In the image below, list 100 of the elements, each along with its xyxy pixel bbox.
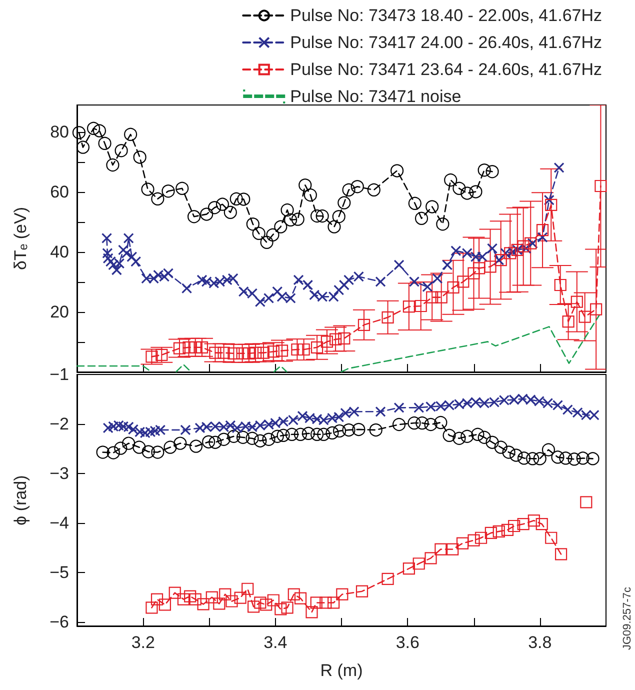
y-tick-label: −6 bbox=[50, 612, 69, 632]
point bbox=[470, 252, 482, 262]
point bbox=[134, 426, 146, 438]
point bbox=[249, 346, 262, 359]
point bbox=[267, 346, 280, 358]
point bbox=[108, 421, 119, 432]
point bbox=[479, 398, 490, 409]
point bbox=[133, 150, 146, 164]
point bbox=[486, 243, 498, 254]
x-tick-label: 3.8 bbox=[528, 633, 552, 652]
point bbox=[242, 582, 254, 595]
point bbox=[343, 274, 354, 286]
point bbox=[507, 246, 518, 257]
point bbox=[422, 282, 433, 292]
point bbox=[291, 212, 304, 226]
point bbox=[123, 422, 134, 432]
point bbox=[326, 412, 338, 424]
point bbox=[452, 432, 466, 445]
point bbox=[216, 198, 230, 211]
point bbox=[312, 414, 322, 424]
point bbox=[180, 424, 191, 436]
point bbox=[236, 430, 250, 444]
point bbox=[542, 398, 554, 409]
point bbox=[276, 428, 290, 442]
point bbox=[562, 316, 574, 328]
point bbox=[262, 432, 276, 446]
point bbox=[182, 341, 195, 354]
point bbox=[232, 422, 242, 434]
point bbox=[230, 192, 243, 206]
point bbox=[302, 280, 314, 290]
point bbox=[442, 428, 456, 442]
point bbox=[254, 420, 266, 431]
point bbox=[442, 260, 453, 270]
point bbox=[426, 200, 439, 214]
point bbox=[263, 292, 274, 304]
text: JG09.257-7c bbox=[622, 586, 634, 650]
point bbox=[270, 430, 284, 443]
point bbox=[285, 428, 298, 441]
point bbox=[257, 346, 270, 359]
point bbox=[544, 194, 554, 206]
point bbox=[181, 283, 192, 294]
point bbox=[517, 452, 531, 465]
point bbox=[122, 436, 136, 450]
point bbox=[306, 606, 318, 618]
point bbox=[106, 158, 120, 172]
point bbox=[208, 436, 222, 449]
point bbox=[434, 416, 448, 430]
point bbox=[528, 514, 540, 527]
point bbox=[254, 296, 266, 308]
x-axis-title: R (m) bbox=[320, 661, 363, 680]
legend-label: Pulse No: 73417 24.00 - 26.40s, 41.67Hz bbox=[290, 33, 602, 52]
point bbox=[552, 400, 564, 410]
point bbox=[504, 247, 516, 260]
point bbox=[494, 254, 507, 266]
point bbox=[310, 341, 324, 354]
point bbox=[402, 300, 415, 313]
point bbox=[92, 124, 106, 138]
point bbox=[304, 188, 317, 202]
x-tick-label: 3.4 bbox=[264, 633, 288, 652]
point bbox=[102, 253, 114, 264]
point bbox=[537, 232, 548, 243]
point bbox=[382, 311, 394, 324]
point bbox=[298, 178, 312, 192]
point bbox=[545, 198, 558, 211]
point bbox=[260, 598, 272, 611]
point bbox=[184, 590, 196, 602]
point bbox=[174, 436, 187, 450]
point bbox=[334, 412, 344, 422]
point bbox=[101, 232, 112, 244]
point bbox=[454, 398, 465, 410]
point bbox=[114, 442, 128, 455]
point bbox=[474, 532, 488, 544]
point bbox=[502, 446, 516, 459]
point bbox=[188, 210, 201, 224]
point bbox=[208, 278, 220, 288]
point bbox=[310, 209, 324, 223]
point bbox=[176, 182, 189, 195]
point bbox=[228, 273, 238, 284]
point bbox=[121, 248, 132, 258]
point bbox=[294, 592, 307, 604]
y-tick-label: 40 bbox=[50, 242, 69, 262]
point bbox=[447, 281, 460, 294]
point bbox=[338, 332, 350, 344]
point bbox=[317, 291, 328, 302]
point bbox=[554, 548, 568, 560]
point bbox=[320, 336, 334, 348]
point bbox=[578, 310, 591, 323]
point bbox=[472, 262, 486, 274]
point bbox=[338, 196, 351, 210]
point bbox=[209, 346, 222, 359]
point bbox=[446, 543, 459, 556]
point bbox=[237, 192, 250, 206]
point bbox=[246, 422, 258, 432]
point bbox=[114, 144, 128, 158]
point bbox=[332, 210, 346, 224]
point bbox=[200, 208, 214, 221]
point bbox=[72, 126, 86, 140]
point bbox=[130, 256, 142, 267]
point bbox=[488, 396, 500, 408]
y-axis-title: ϕ (rad) bbox=[11, 475, 30, 526]
